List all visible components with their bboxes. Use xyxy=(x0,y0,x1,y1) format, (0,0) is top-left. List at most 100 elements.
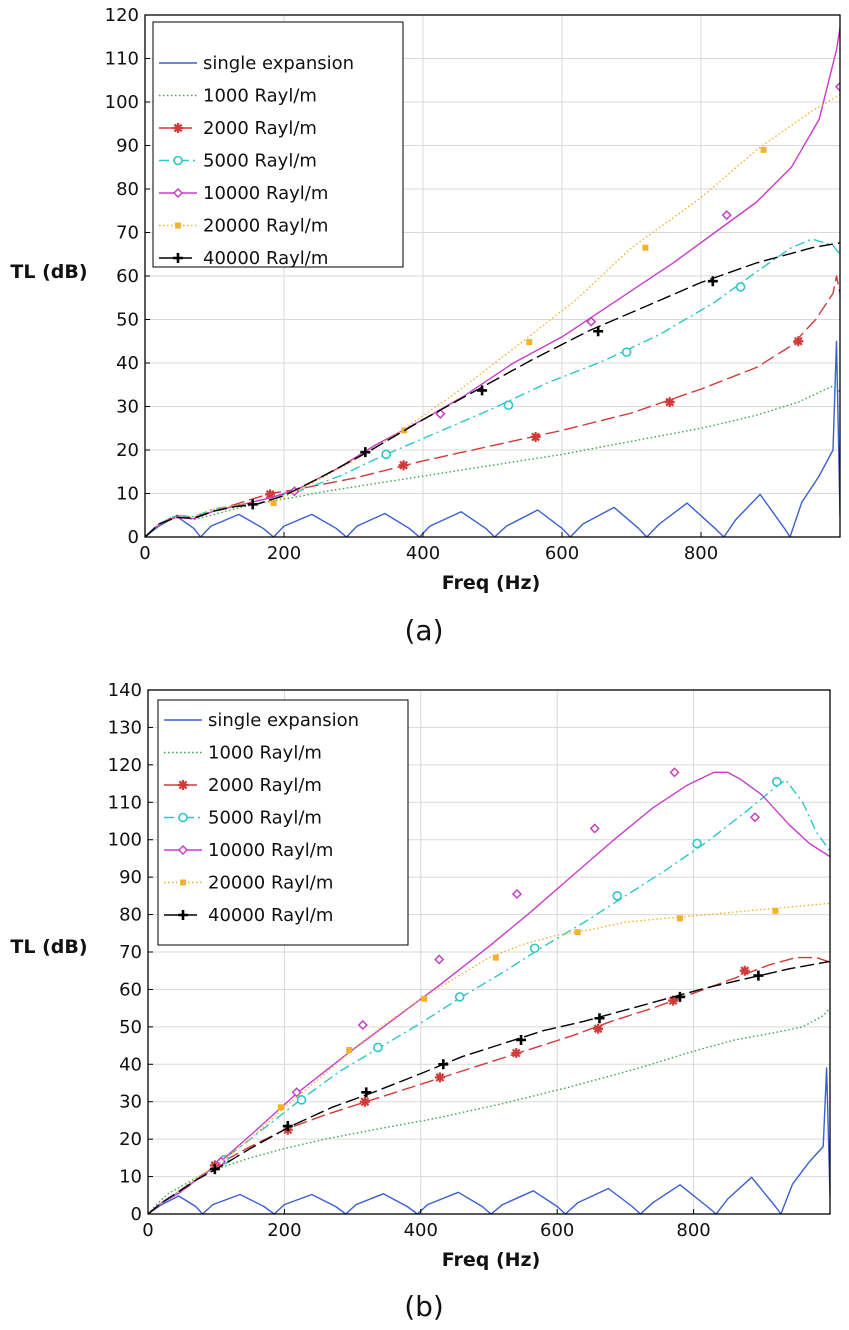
x-tick-label: 600 xyxy=(540,1220,574,1241)
x-tick-label: 800 xyxy=(676,1220,710,1241)
data-point-marker xyxy=(574,929,581,936)
x-axis-label: Freq (Hz) xyxy=(442,1249,541,1271)
series-line-0 xyxy=(148,1067,830,1214)
data-point-marker xyxy=(739,965,750,976)
y-tick-label: 60 xyxy=(119,979,142,1000)
legend-marker xyxy=(178,780,188,790)
data-point-marker xyxy=(434,954,445,965)
y-tick-label: 50 xyxy=(119,1017,142,1038)
y-axis-label: TL (dB) xyxy=(10,936,87,958)
data-point-marker xyxy=(642,244,649,251)
legend-marker xyxy=(175,222,181,229)
data-point-marker xyxy=(707,276,718,287)
legend-label: 10000 Rayl/m xyxy=(203,183,328,204)
x-tick-label: 600 xyxy=(545,543,579,564)
y-tick-label: 90 xyxy=(119,867,142,888)
legend-marker xyxy=(173,155,183,166)
y-tick-label: 80 xyxy=(119,905,142,926)
series-group xyxy=(148,767,830,1214)
series-line-6 xyxy=(148,960,830,1214)
y-tick-label: 120 xyxy=(108,755,142,776)
legend-marker xyxy=(178,910,188,920)
data-point-marker xyxy=(359,1096,370,1107)
y-axis-label: TL (dB) xyxy=(10,261,87,283)
data-point-marker xyxy=(511,888,523,900)
data-point-marker xyxy=(664,397,675,408)
x-tick-label: 0 xyxy=(139,543,150,564)
legend: single expansion 1000 Rayl/m 2000 Rayl/m 50… xyxy=(152,21,404,269)
y-tick-label: 10 xyxy=(119,1167,142,1188)
data-point-marker xyxy=(516,1034,527,1045)
y-tick-label: 50 xyxy=(116,310,139,331)
data-point-marker xyxy=(477,385,488,396)
legend-label: 10000 Rayl/m xyxy=(208,840,333,861)
y-tick-label: 30 xyxy=(119,1092,142,1113)
y-tick-label: 90 xyxy=(116,136,139,157)
legend-marker xyxy=(180,879,186,886)
y-tick-label: 20 xyxy=(116,440,139,461)
data-point-marker xyxy=(674,991,685,1002)
y-tick-label: 70 xyxy=(116,223,139,244)
data-point-marker xyxy=(209,1164,220,1175)
data-point-marker xyxy=(277,1104,284,1111)
y-tick-label: 110 xyxy=(105,49,139,70)
y-tick-label: 0 xyxy=(131,1204,142,1225)
y-tick-label: 60 xyxy=(116,266,139,287)
data-point-marker xyxy=(793,336,804,347)
legend: single expansion 1000 Rayl/m 2000 Rayl/m 50… xyxy=(157,699,409,946)
data-point-marker xyxy=(361,1087,372,1098)
chart-panel-a: 0 10 20 30 40 50 60 70 80 90 100 110 120 0 200 400 600 80… xyxy=(10,5,849,647)
data-point-marker xyxy=(594,1013,605,1024)
data-point-marker xyxy=(692,838,702,849)
data-point-marker xyxy=(841,241,849,251)
y-tick-label: 20 xyxy=(119,1129,142,1150)
data-point-marker xyxy=(621,347,632,357)
data-point-marker xyxy=(760,146,767,153)
data-point-marker xyxy=(593,326,604,337)
y-tick-label: 100 xyxy=(105,92,139,113)
data-point-marker xyxy=(265,489,276,500)
legend-label: 2000 Rayl/m xyxy=(203,118,317,139)
legend-marker xyxy=(173,253,183,263)
y-tick-label: 130 xyxy=(108,717,142,738)
data-point-marker xyxy=(511,1048,522,1059)
legend-label: 40000 Rayl/m xyxy=(208,905,333,926)
x-tick-label: 200 xyxy=(267,1220,301,1241)
data-point-marker xyxy=(772,907,779,914)
data-point-marker xyxy=(749,812,761,823)
data-point-marker xyxy=(438,1059,449,1070)
y-tick-label: 120 xyxy=(105,5,139,26)
data-point-marker xyxy=(668,995,679,1006)
series-line-0 xyxy=(145,340,840,537)
data-point-marker xyxy=(291,1087,302,1098)
legend-label: 2000 Rayl/m xyxy=(208,775,322,796)
data-point-marker xyxy=(398,460,409,471)
data-point-marker xyxy=(360,447,371,458)
legend-label: 20000 Rayl/m xyxy=(203,216,328,237)
data-point-marker xyxy=(529,943,540,954)
data-point-marker xyxy=(845,72,849,80)
y-tick-label: 40 xyxy=(116,353,139,374)
y-tick-label: 110 xyxy=(108,792,142,813)
y-tick-label: 70 xyxy=(119,942,142,963)
legend-label: 5000 Rayl/m xyxy=(203,151,317,172)
legend-marker xyxy=(173,123,183,133)
x-tick-label: 200 xyxy=(267,543,301,564)
data-point-marker xyxy=(434,1072,445,1083)
x-tick-label: 400 xyxy=(406,543,440,564)
data-point-marker xyxy=(346,1047,353,1054)
y-tick-label: 30 xyxy=(116,397,139,418)
legend-label: 5000 Rayl/m xyxy=(208,808,322,829)
data-point-marker xyxy=(373,1042,383,1053)
legend-label: 1000 Rayl/m xyxy=(203,86,317,107)
data-point-marker xyxy=(612,891,623,901)
legend-marker xyxy=(172,187,184,199)
data-point-marker xyxy=(586,316,597,327)
series-line-6 xyxy=(145,242,840,537)
data-point-marker xyxy=(270,500,277,507)
legend-marker xyxy=(178,812,188,823)
legend-label: 40000 Rayl/m xyxy=(203,248,328,269)
data-point-marker xyxy=(421,995,428,1002)
data-point-marker xyxy=(841,336,849,346)
series-group xyxy=(145,23,849,537)
